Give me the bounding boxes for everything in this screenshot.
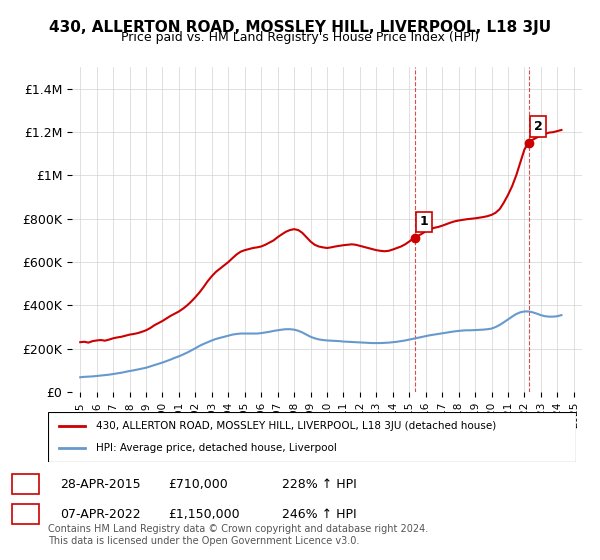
Text: 1: 1 bbox=[21, 478, 30, 491]
Text: £710,000: £710,000 bbox=[168, 478, 228, 491]
Text: 28-APR-2015: 28-APR-2015 bbox=[60, 478, 140, 491]
Text: 2: 2 bbox=[534, 120, 542, 133]
Text: Contains HM Land Registry data © Crown copyright and database right 2024.
This d: Contains HM Land Registry data © Crown c… bbox=[48, 524, 428, 546]
Text: 246% ↑ HPI: 246% ↑ HPI bbox=[282, 507, 356, 521]
FancyBboxPatch shape bbox=[48, 412, 576, 462]
Text: 430, ALLERTON ROAD, MOSSLEY HILL, LIVERPOOL, L18 3JU: 430, ALLERTON ROAD, MOSSLEY HILL, LIVERP… bbox=[49, 20, 551, 35]
Text: £1,150,000: £1,150,000 bbox=[168, 507, 239, 521]
Text: Price paid vs. HM Land Registry's House Price Index (HPI): Price paid vs. HM Land Registry's House … bbox=[121, 31, 479, 44]
Text: HPI: Average price, detached house, Liverpool: HPI: Average price, detached house, Live… bbox=[95, 443, 337, 453]
Text: 228% ↑ HPI: 228% ↑ HPI bbox=[282, 478, 357, 491]
Text: 1: 1 bbox=[419, 215, 428, 228]
Text: 07-APR-2022: 07-APR-2022 bbox=[60, 507, 140, 521]
Text: 2: 2 bbox=[21, 507, 30, 521]
Text: 430, ALLERTON ROAD, MOSSLEY HILL, LIVERPOOL, L18 3JU (detached house): 430, ALLERTON ROAD, MOSSLEY HILL, LIVERP… bbox=[95, 421, 496, 431]
